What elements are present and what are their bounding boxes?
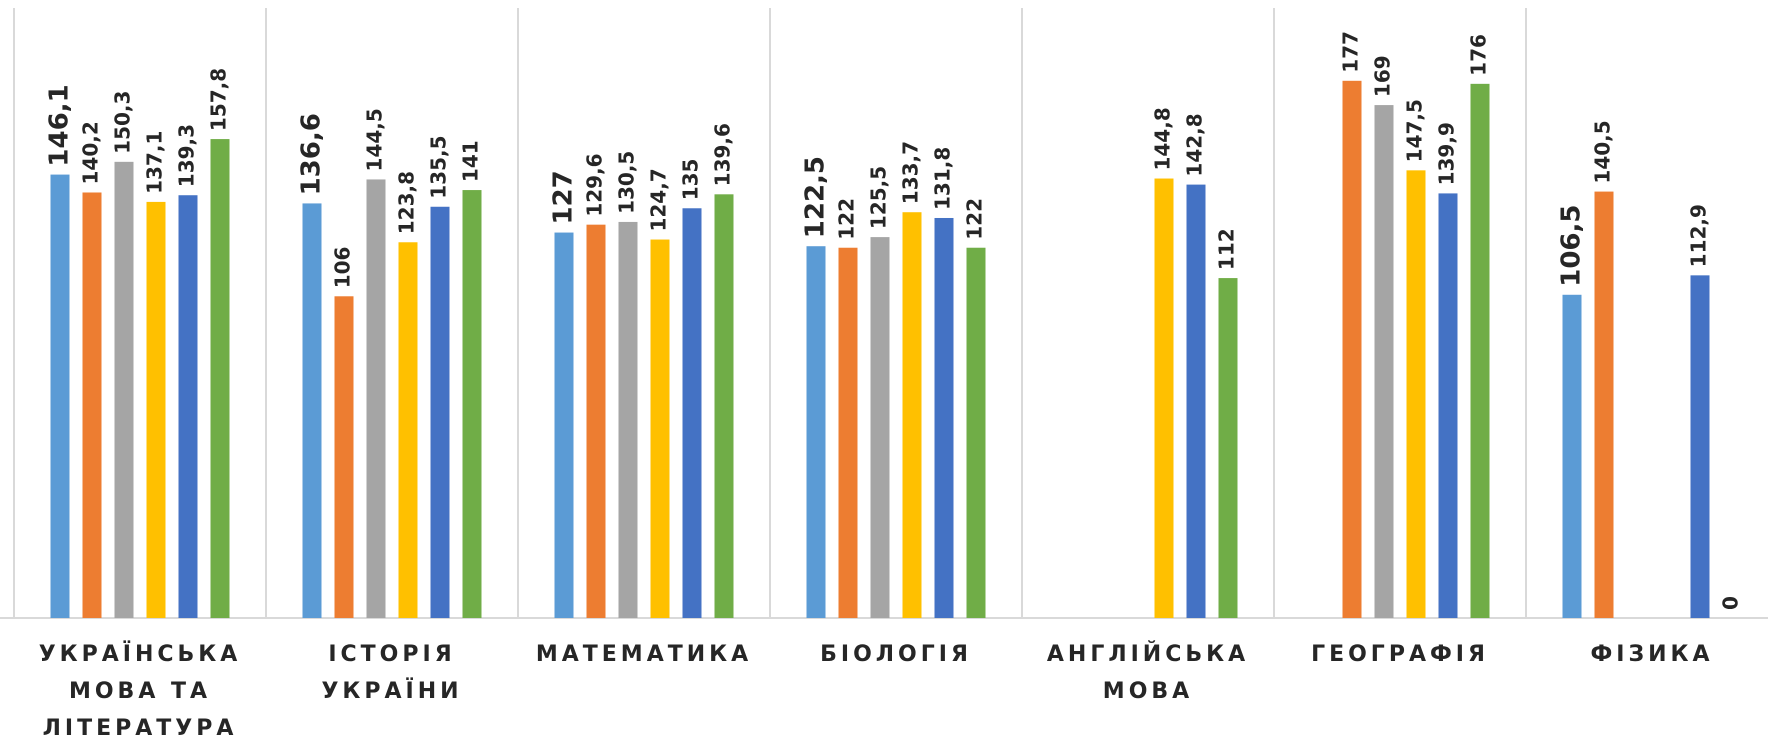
data-label: 129,6 xyxy=(583,153,607,216)
data-label: 123,8 xyxy=(395,171,419,234)
bar xyxy=(1438,193,1458,618)
bar xyxy=(1342,80,1362,619)
data-label: 135,5 xyxy=(427,135,451,198)
data-label: 106,5 xyxy=(1557,205,1587,287)
bar xyxy=(334,296,354,618)
data-label: 127 xyxy=(549,170,579,224)
data-label: 139,3 xyxy=(175,124,199,187)
bar xyxy=(302,203,322,618)
data-label: 135 xyxy=(679,159,703,201)
data-label: 144,8 xyxy=(1151,107,1175,170)
bar xyxy=(1406,170,1426,618)
data-label: 137,1 xyxy=(143,131,167,194)
data-label: 169 xyxy=(1371,55,1395,97)
bar xyxy=(178,195,198,619)
bar xyxy=(1154,178,1174,619)
data-label: 144,5 xyxy=(363,108,387,171)
bar xyxy=(114,161,134,619)
data-label: 122 xyxy=(835,198,859,240)
bar xyxy=(650,239,670,618)
data-label: 150,3 xyxy=(111,91,135,154)
bar xyxy=(682,208,702,618)
data-label: 112,9 xyxy=(1687,204,1711,267)
bar xyxy=(398,242,418,618)
bar xyxy=(714,194,734,618)
x-tick-label: АНГЛІЙСЬКА МОВА xyxy=(1046,642,1250,704)
bar xyxy=(1562,294,1582,618)
bar xyxy=(1374,105,1394,618)
x-tick-label: ІСТОРІЯ УКРАЇНИ xyxy=(321,642,463,704)
data-label: 140,5 xyxy=(1591,120,1615,183)
bar xyxy=(934,217,954,618)
bar xyxy=(1186,184,1206,619)
bar xyxy=(50,174,70,619)
data-label: 131,8 xyxy=(931,147,955,210)
bar xyxy=(618,221,638,618)
data-label: 106 xyxy=(331,247,355,289)
data-label: 177 xyxy=(1339,31,1363,73)
data-label: 141 xyxy=(459,140,483,182)
data-label: 140,2 xyxy=(79,121,103,184)
bar xyxy=(430,206,450,618)
data-label: 124,7 xyxy=(647,168,671,231)
bar xyxy=(1594,191,1614,618)
data-label: 122 xyxy=(963,198,987,240)
bar xyxy=(806,246,826,618)
data-label: 112 xyxy=(1215,228,1239,270)
bar xyxy=(1690,275,1710,618)
bar xyxy=(1470,83,1490,619)
data-label: 125,5 xyxy=(867,166,891,229)
bar xyxy=(210,139,230,618)
bar xyxy=(146,201,166,619)
data-label: 130,5 xyxy=(615,151,639,214)
x-tick-label: УКРАЇНСЬКА МОВА ТА ЛІТЕРАТУРА xyxy=(38,642,242,741)
data-label: 133,7 xyxy=(899,141,923,204)
data-label: 142,8 xyxy=(1183,113,1207,176)
bar xyxy=(870,237,890,619)
bar xyxy=(82,192,102,619)
data-label: 147,5 xyxy=(1403,99,1427,162)
bar xyxy=(366,179,386,618)
bar xyxy=(838,247,858,619)
data-label: 136,6 xyxy=(297,113,327,195)
bar xyxy=(586,224,606,618)
bar xyxy=(1218,278,1238,618)
data-label: 139,9 xyxy=(1435,122,1459,185)
data-label: 157,8 xyxy=(207,68,231,131)
bar xyxy=(462,190,482,618)
x-tick-label: ФІЗИКА xyxy=(1590,642,1714,667)
bar xyxy=(554,232,574,618)
x-tick-label: МАТЕМАТИКА xyxy=(535,642,753,667)
x-tick-label: ГЕОГРАФІЯ xyxy=(1311,642,1489,667)
data-label: 122,5 xyxy=(801,156,831,238)
bar xyxy=(966,247,986,619)
data-label: 176 xyxy=(1467,34,1491,76)
data-label: 0 xyxy=(1719,596,1743,610)
data-label: 146,1 xyxy=(45,84,75,166)
x-tick-label: БІОЛОГІЯ xyxy=(820,642,972,667)
data-label: 139,6 xyxy=(711,123,735,186)
bar xyxy=(902,212,922,618)
